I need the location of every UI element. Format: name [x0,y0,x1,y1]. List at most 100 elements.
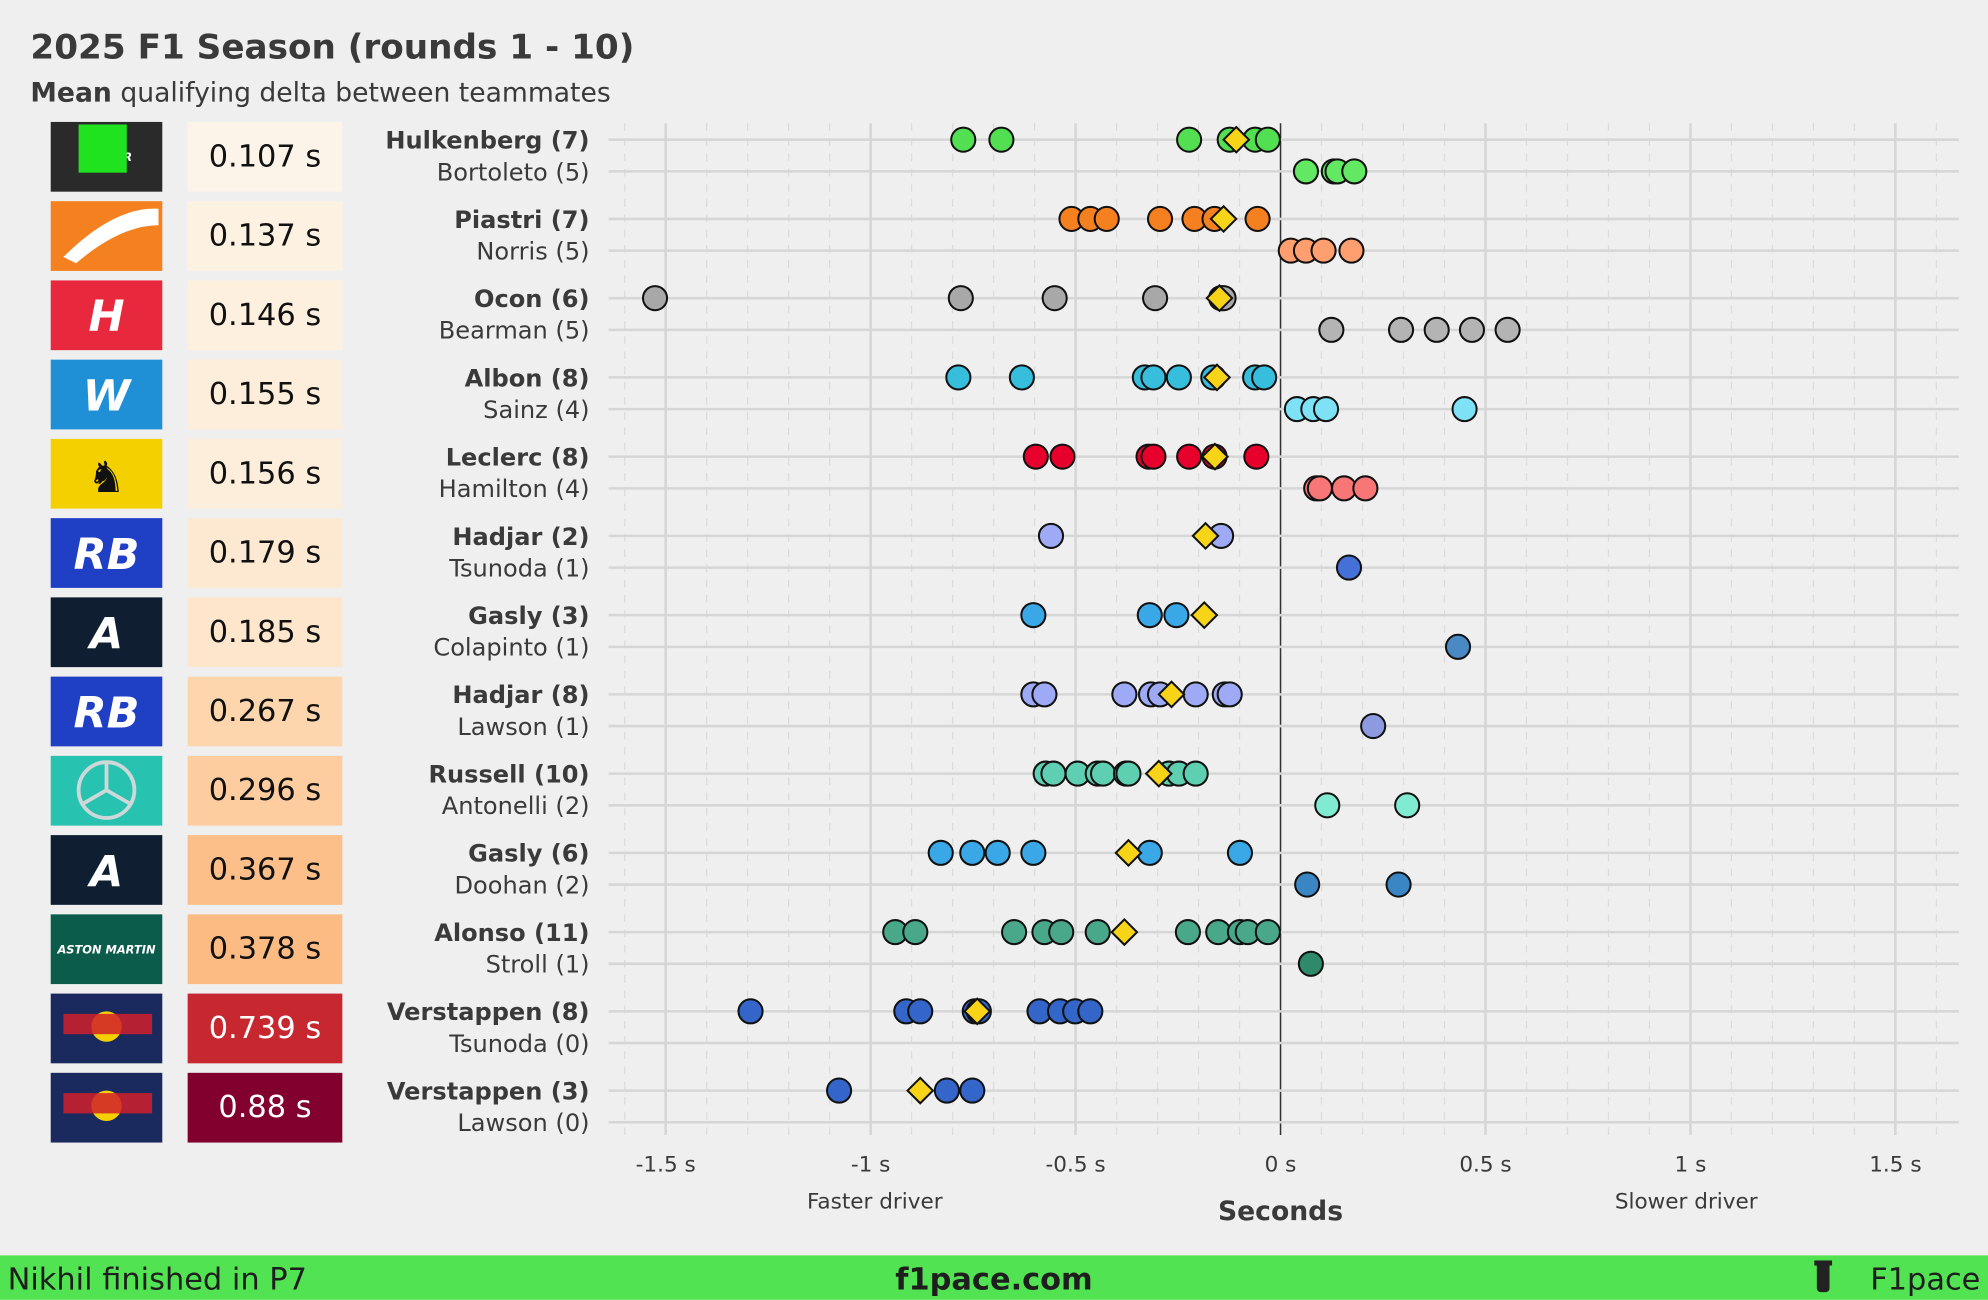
session-delta-point [947,285,974,312]
team-logo-red-bull [50,993,163,1064]
driver-name-slower: Lawson (0) [457,1109,589,1137]
driver-name-faster: Verstappen (3) [387,1077,590,1105]
session-delta-point [1040,760,1067,787]
team-logo-alpine: A [50,835,163,905]
pairing-row: H 0.146 s Ocon (6) Bearman (5) [50,280,1959,351]
session-delta-point [1338,237,1365,264]
driver-name-faster: Alonso (11) [434,919,589,947]
team-logo-ferrari: ♞ [50,438,163,509]
session-delta-point [1226,839,1254,866]
mean-delta-badge: 0.107 s [187,121,343,192]
mean-delta-badge: 0.739 s [187,993,343,1064]
session-delta-point [1251,364,1278,391]
session-delta-point [1458,316,1486,343]
session-delta-point [1049,443,1076,470]
team-logo-mclaren [50,201,163,271]
driver-name-slower: Antonelli (2) [442,792,590,820]
session-delta-point [1254,919,1281,946]
session-delta-point [1297,950,1324,977]
session-delta-point [1142,285,1169,312]
team-logo-racing-bulls: RB [50,676,163,747]
x-tick-label: 0.5 s [1459,1153,1511,1178]
session-delta-point [1020,602,1047,629]
x-axis-title: Seconds [1218,1196,1343,1227]
mean-diamond-marker [1200,442,1230,471]
mean-delta-value: 0.296 s [209,773,322,808]
pairing-row: 0.88 s Verstappen (3) Lawson (0) [50,1072,1959,1143]
session-delta-point [1385,871,1412,898]
session-delta-point [1216,681,1243,708]
session-delta-point [1294,871,1321,898]
mean-delta-value: 0.179 s [209,536,322,571]
slower-driver-label: Slower driver [1615,1189,1758,1214]
team-logo-haas: H [50,280,163,351]
chart-title: 2025 F1 Season (rounds 1 - 10) [30,28,634,68]
session-delta-point [1182,681,1209,708]
mean-diamond-marker [963,997,992,1026]
mean-diamond-marker [1222,125,1251,154]
driver-name-slower: Bortoleto (5) [437,158,590,186]
footer-center-link[interactable]: f1pace.com [895,1263,1092,1298]
driver-name-slower: Sainz (4) [483,396,589,424]
team-logo-mercedes [50,755,163,826]
driver-name-faster: Gasly (6) [468,840,589,868]
driver-name-slower: Doohan (2) [455,871,590,899]
session-delta-point [907,998,934,1025]
driver-name-slower: Hamilton (4) [439,475,590,503]
mean-delta-value: 0.155 s [209,377,322,412]
footer-left: Nikhil finished in P7 [8,1263,307,1298]
svg-text:ASTON MARTIN: ASTON MARTIN [56,943,156,957]
session-delta-point [1048,919,1075,946]
x-tick-label: -1.5 s [636,1153,696,1178]
mean-delta-value: 0.378 s [209,932,322,967]
pairing-row: W 0.155 s Albon (8) Sainz (4) [50,359,1959,430]
svg-text:A: A [87,609,123,659]
x-tick-label: -0.5 s [1046,1153,1106,1178]
session-delta-point [933,1077,960,1104]
session-delta-point [1394,792,1421,819]
mean-delta-badge: 0.267 s [187,676,343,747]
session-delta-point [959,839,986,866]
svg-text:W: W [83,371,133,421]
session-delta-point [927,839,954,866]
session-delta-point [1140,364,1167,391]
faster-driver-label: Faster driver [807,1189,943,1214]
session-delta-point [1146,205,1174,232]
mean-delta-value: 0.156 s [209,456,322,491]
pairing-row: ASTON MARTIN 0.378 s Alonso (11) Stroll (1) [50,914,1959,985]
svg-text:H: H [88,292,124,342]
session-delta-point [1205,919,1232,946]
session-delta-point [1077,998,1104,1025]
session-delta-point [1093,205,1120,232]
driver-name-slower: Stroll (1) [486,951,590,979]
session-delta-point [1312,396,1340,423]
mean-diamond-marker [1205,284,1234,313]
session-delta-point [1008,364,1035,391]
pairing-rows: SAUBER 0.107 s Hulkenberg (7) Bortoleto (5)… [50,121,1959,1143]
session-delta-point [1165,364,1192,391]
session-delta-point [1244,205,1271,232]
driver-name-faster: Verstappen (8) [387,998,590,1026]
mean-diamond-marker [1144,759,1173,788]
session-delta-point [902,919,929,946]
driver-name-faster: Ocon (6) [474,285,590,313]
session-delta-point [1022,443,1049,470]
session-delta-point [1314,792,1341,819]
pairing-row: SAUBER 0.107 s Hulkenberg (7) Bortoleto (5) [50,121,1959,192]
session-delta-point [1140,443,1167,470]
session-delta-point [945,364,972,391]
session-delta-point [950,126,977,153]
mean-delta-badge: 0.367 s [187,835,343,905]
session-delta-point [988,126,1015,153]
chart-subtitle: Mean qualifying delta between teammates [30,78,610,109]
f1pace-logo-icon [1814,1260,1833,1293]
subtitle-bold: Mean [30,78,111,109]
session-delta-point [959,1077,986,1104]
x-tick-label: 1.5 s [1869,1153,1921,1178]
session-delta-point [1176,126,1203,153]
mean-delta-value: 0.267 s [209,694,322,729]
pairing-row: RB 0.179 s Hadjar (2) Tsunoda (1) [50,518,1959,588]
mean-delta-value: 0.146 s [209,298,322,333]
mean-delta-badge: 0.88 s [187,1072,343,1143]
